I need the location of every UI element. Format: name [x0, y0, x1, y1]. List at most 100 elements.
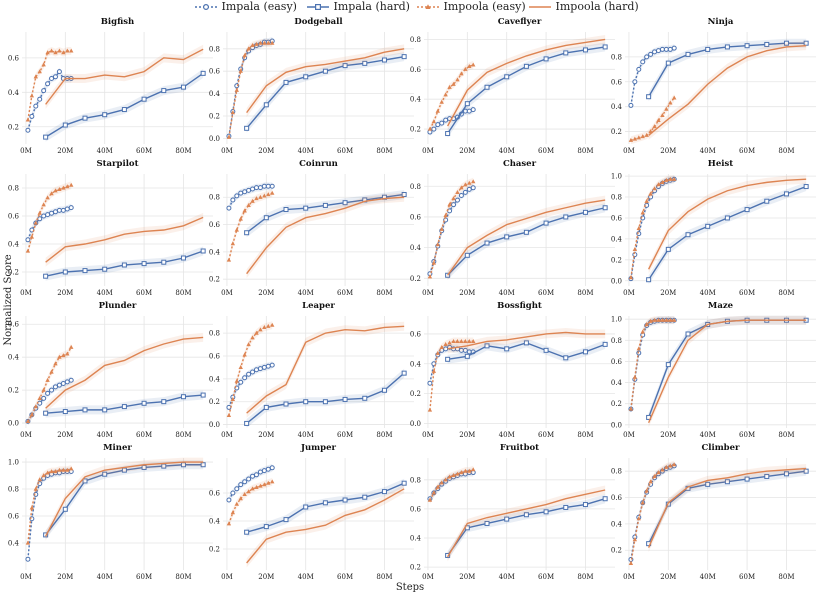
- y-tick-label: 0.4: [611, 520, 623, 528]
- band-impala-easy: [27, 467, 72, 564]
- point-impoola-easy: [672, 95, 677, 100]
- x-tick-label: 20M: [57, 289, 73, 297]
- series-impoola-hard-jumper: [246, 484, 405, 568]
- point-impoola-easy: [447, 340, 452, 345]
- line-impoola-hard: [45, 216, 204, 263]
- series-impoola-hard-bigfish: [45, 44, 204, 109]
- point-impoola-easy: [250, 486, 255, 491]
- series-impoola-easy-chaser: [427, 177, 476, 281]
- panel-bigfish: Bigfish 0.2 0.4 0.6 0M 20M 40M 60M 80M: [8, 17, 213, 155]
- point-impala-hard: [543, 220, 549, 226]
- x-tick-label: 80M: [577, 147, 593, 155]
- point-impala-hard: [783, 40, 789, 46]
- point-impoola-easy: [69, 48, 74, 53]
- point-impala-hard: [602, 205, 608, 211]
- y-tick-label: 0.8: [209, 330, 220, 338]
- point-impala-hard: [646, 277, 652, 283]
- point-impoola-easy: [628, 406, 634, 411]
- point-impoola-easy: [29, 412, 35, 417]
- series-impoola-hard-coinrun: [246, 192, 405, 279]
- point-impoola-easy: [427, 407, 433, 412]
- point-impala-hard: [322, 202, 328, 208]
- band-impala-easy: [27, 376, 72, 426]
- series-impoola-easy-caveflyer: [427, 60, 476, 133]
- point-impoola-easy: [652, 186, 657, 191]
- x-tick-label: 40M: [97, 431, 113, 439]
- point-impala-hard: [141, 400, 147, 406]
- line-impoola-hard: [447, 38, 606, 127]
- point-impoola-easy: [250, 198, 255, 203]
- point-impoola-easy: [238, 365, 243, 370]
- point-impoola-easy: [660, 179, 665, 184]
- point-impala-easy: [64, 379, 70, 385]
- x-tick-label: 60M: [337, 573, 353, 581]
- point-impoola-easy: [242, 352, 247, 357]
- point-impoola-easy: [640, 500, 645, 505]
- point-impala-hard: [244, 529, 250, 535]
- point-impala-easy: [454, 197, 460, 203]
- y-tick-label: 0.2: [209, 398, 220, 406]
- point-impala-hard: [504, 346, 510, 352]
- band-impoola-hard: [447, 485, 606, 562]
- panel-coinrun: Coinrun 0.2 0.4 0.6 0.8 0M 20M 40M 60M 80M: [209, 159, 414, 297]
- point-impoola-easy: [266, 192, 271, 197]
- point-impoola-easy: [443, 477, 448, 482]
- panel-ninja: Ninja 0.2 0.4 0.6 0.8 0M 20M 40M 60M 80M: [611, 17, 816, 155]
- point-impala-easy: [64, 206, 70, 212]
- series-impoola-easy-dodgeball: [226, 39, 275, 142]
- legend-item-impoola-hard: Impoola (hard): [528, 0, 639, 13]
- x-tick-label: 80M: [175, 573, 191, 581]
- point-impoola-easy: [258, 40, 263, 45]
- point-impala-hard: [464, 252, 470, 258]
- point-impala-easy: [250, 186, 256, 192]
- point-impala-hard: [62, 269, 68, 275]
- series-impoola-hard-leaper: [246, 321, 405, 418]
- y-tick-label: 1.0: [8, 459, 19, 467]
- point-impala-hard: [263, 215, 269, 221]
- point-impoola-easy: [455, 338, 460, 343]
- y-tick-label: 0.2: [410, 390, 421, 398]
- point-impoola-easy: [69, 466, 74, 471]
- panel-bossfight: Bossfight 0.0 0.2 0.4 0.6 0M 20M 40M 60M 80M: [410, 301, 615, 439]
- point-impala-hard: [724, 215, 730, 221]
- line-impoola-hard: [45, 461, 204, 537]
- point-impala-hard: [401, 54, 407, 60]
- series-impala-easy-caveflyer: [427, 105, 476, 136]
- point-impala-easy: [663, 46, 669, 52]
- series-impala-hard-miner: [43, 460, 206, 540]
- point-impala-hard: [381, 387, 387, 393]
- point-impala-easy: [659, 46, 665, 52]
- point-impoola-easy: [632, 374, 638, 379]
- point-impala-easy: [234, 486, 240, 492]
- point-impala-hard: [523, 340, 529, 346]
- point-impala-hard: [665, 362, 671, 368]
- x-tick-label: 0M: [623, 147, 635, 155]
- panel-title-fruitbot: Fruitbot: [500, 443, 539, 453]
- band-impoola-hard: [447, 195, 606, 280]
- point-impala-easy: [49, 387, 55, 393]
- point-impoola-easy: [262, 325, 267, 330]
- point-impala-easy: [246, 371, 252, 377]
- point-impala-hard: [303, 74, 309, 80]
- point-impala-hard: [322, 399, 328, 405]
- point-impala-hard: [464, 101, 470, 107]
- point-impala-easy: [466, 186, 472, 192]
- x-tick-label: 0M: [623, 573, 635, 581]
- series-impala-hard-chaser: [445, 203, 608, 280]
- point-impoola-easy: [471, 338, 476, 343]
- point-impala-easy: [68, 205, 74, 211]
- point-impala-easy: [269, 465, 275, 471]
- point-impala-hard: [180, 394, 186, 400]
- y-tick-label: 0.8: [410, 36, 421, 44]
- x-tick-label: 40M: [97, 147, 113, 155]
- point-impoola-easy: [246, 46, 251, 51]
- point-impoola-easy: [234, 227, 239, 232]
- point-impala-hard: [646, 94, 652, 100]
- legend-label-impoola-easy: Impoola (easy): [443, 0, 526, 13]
- point-impoola-easy: [69, 344, 74, 349]
- point-impoola-easy: [451, 196, 456, 201]
- point-impoola-easy: [226, 134, 232, 139]
- panel-title-caveflyer: Caveflyer: [498, 17, 542, 27]
- point-impala-hard: [602, 341, 608, 347]
- point-impala-easy: [648, 51, 654, 57]
